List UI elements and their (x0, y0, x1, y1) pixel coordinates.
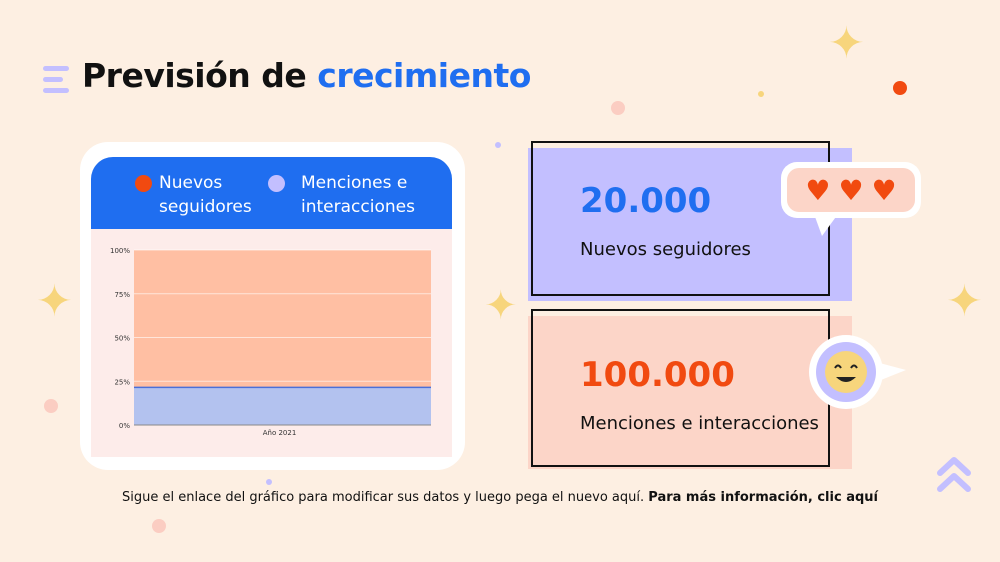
legend-label: Menciones e (301, 173, 408, 193)
title-accent: crecimiento (317, 56, 531, 95)
y-tick-label: 25% (114, 378, 130, 386)
title-prefix: Previsión de (82, 56, 307, 95)
star-icon: ✦ (36, 276, 73, 327)
star-icon: ✦ (828, 18, 865, 69)
legend-label: Nuevos (159, 173, 223, 193)
legend-item-nuevos-seguidores: Nuevos seguidores (135, 157, 275, 229)
legend-swatch-orange (135, 175, 152, 192)
y-tick-label: 50% (114, 335, 130, 343)
decor-dot (152, 519, 166, 533)
chart-legend: Nuevos seguidores Menciones e interaccio… (91, 157, 452, 229)
footer-text: Sigue el enlace del gráfico para modific… (122, 490, 649, 505)
legend-label: interacciones (301, 197, 415, 217)
y-tick-label: 75% (114, 291, 130, 299)
double-chevron-up-icon (937, 457, 971, 492)
stat-label: Nuevos seguidores (580, 239, 751, 260)
decor-dot (495, 142, 501, 148)
stat-value: 100.000 (580, 355, 735, 395)
area-series-1 (134, 250, 431, 388)
heart-bubble: ♥ ♥ ♥ (781, 162, 921, 218)
x-tick-label: Año 2021 (263, 429, 297, 437)
heart-icon: ♥ (871, 173, 897, 207)
heart-icon: ♥ (805, 173, 831, 207)
y-tick-label: 100% (110, 247, 130, 255)
stat-card-bg (528, 316, 852, 469)
footer-note: Sigue el enlace del gráfico para modific… (0, 490, 1000, 505)
y-tick-label: 0% (119, 422, 130, 430)
footer-link[interactable]: Para más información, clic aquí (648, 490, 878, 505)
stat-value: 20.000 (580, 181, 712, 221)
legend-item-menciones: Menciones e interacciones (268, 157, 448, 229)
stacked-area-chart: 100% 75% 50% 25% 0% Año 2021 (110, 247, 431, 437)
star-icon: ✦ (484, 283, 518, 329)
page-title: Previsión de crecimiento (82, 56, 531, 95)
legend-label: seguidores (159, 197, 252, 217)
bubble-tail (814, 214, 838, 236)
decor-dot (266, 479, 272, 485)
star-icon: ✦ (946, 276, 983, 327)
decor-dot (611, 101, 625, 115)
area-series-0 (134, 387, 431, 425)
decor-dot (44, 399, 58, 413)
smiley-icon (809, 335, 906, 409)
stat-label: Menciones e interacciones (580, 413, 819, 434)
decor-dot (758, 91, 764, 97)
heart-icon: ♥ (838, 173, 864, 207)
decor-dot (893, 81, 907, 95)
menu-icon (43, 66, 69, 94)
legend-swatch-lavender (268, 175, 285, 192)
